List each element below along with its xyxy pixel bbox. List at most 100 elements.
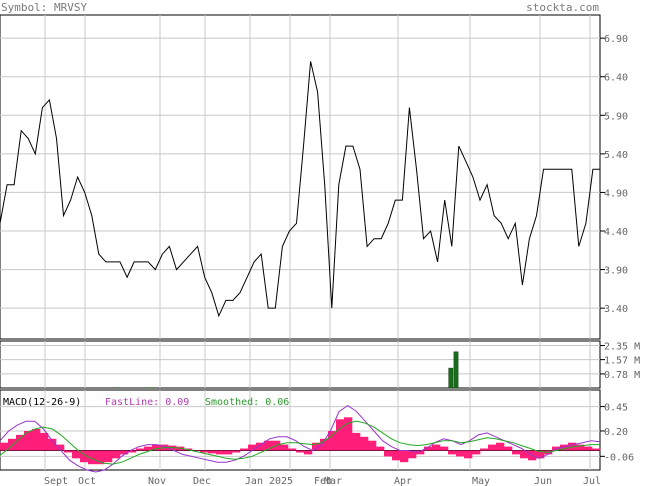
- price-panel: 6.90 6.40 5.90 5.40 4.90 4.40 3.90 3.40: [0, 14, 628, 340]
- macd-histogram-bar: [200, 450, 209, 453]
- macd-histogram-bar: [288, 448, 297, 451]
- macd-histogram-bar: [280, 444, 289, 451]
- x-axis-label: Sept: [44, 476, 68, 486]
- macd-histogram-bar: [128, 450, 137, 453]
- price-tick-label: 5.40: [604, 150, 628, 161]
- volume-tick-label: 1.57 M: [604, 356, 640, 367]
- macd-histogram-bar: [536, 450, 545, 459]
- macd-fast-label: FastLine: 0.09: [105, 397, 189, 408]
- macd-smoothed-label: Smoothed: 0.06: [205, 397, 289, 408]
- macd-histogram-bar: [112, 450, 121, 459]
- macd-histogram-bar: [440, 446, 449, 451]
- macd-histogram-bar: [0, 442, 9, 451]
- macd-histogram-bar: [40, 432, 49, 451]
- macd-histogram-bar: [560, 444, 569, 451]
- price-line: [0, 61, 600, 318]
- macd-histogram-bar: [320, 438, 329, 451]
- price-tick-label: 4.40: [604, 227, 628, 238]
- macd-histogram-bar: [456, 450, 465, 457]
- macd-histogram-bar: [88, 450, 97, 465]
- macd-histogram-bar: [576, 444, 585, 451]
- macd-histogram-bar: [520, 450, 529, 459]
- macd-histogram-bar: [464, 450, 473, 459]
- macd-smoothed-line: [0, 420, 600, 465]
- volume-grid: [0, 341, 600, 388]
- macd-histogram-bar: [512, 450, 521, 455]
- macd-histogram-bar: [80, 450, 89, 463]
- macd-histogram-bar: [240, 448, 249, 451]
- macd-histogram-bar: [144, 446, 153, 451]
- macd-histogram-bar: [328, 431, 337, 451]
- macd-histogram-bar: [496, 442, 505, 451]
- macd-histogram-bar: [408, 450, 417, 459]
- x-axis-label: Feb: [314, 476, 332, 486]
- volume-panel: 2.35 M 1.57 M 0.78 M: [0, 340, 640, 389]
- macd-histogram-bar: [592, 448, 601, 451]
- price-tick-label: 3.40: [604, 304, 628, 315]
- x-axis-label: Jun: [534, 476, 552, 486]
- macd-histogram-bar: [224, 450, 233, 455]
- price-tick-label: 3.90: [604, 266, 628, 277]
- volume-tick-label: 2.35 M: [604, 342, 640, 353]
- x-axis-label: Apr: [394, 476, 412, 486]
- macd-histogram-bar: [480, 448, 489, 451]
- price-tick-label: 6.40: [604, 73, 628, 84]
- macd-axis: 0.45 0.20 -0.06: [600, 403, 634, 463]
- macd-histogram-bar: [8, 438, 17, 451]
- macd-histogram-bar: [400, 450, 409, 463]
- macd-histogram-bar: [376, 446, 385, 451]
- macd-title: MACD(12-26-9): [3, 397, 81, 408]
- macd-histogram-bar: [504, 446, 513, 451]
- macd-histogram-bar: [432, 444, 441, 451]
- macd-histogram-bar: [32, 429, 41, 451]
- volume-bar: [448, 367, 454, 389]
- macd-histogram-bar: [472, 450, 481, 455]
- macd-histogram-bar: [232, 450, 241, 453]
- x-axis-label: Mar: [324, 476, 342, 486]
- macd-histogram-bar: [352, 432, 361, 451]
- volume-tick-label: 0.78 M: [604, 370, 640, 381]
- x-axis-label: Jan 2025: [245, 476, 293, 486]
- macd-histogram-bar: [336, 419, 345, 451]
- x-axis-label: Oct: [78, 476, 96, 486]
- price-tick-label: 4.90: [604, 188, 628, 199]
- volume-axis: 2.35 M 1.57 M 0.78 M: [600, 342, 640, 381]
- x-axis-label: Jul: [583, 476, 601, 486]
- macd-histogram-bar: [64, 450, 73, 453]
- macd-histogram-bar: [256, 442, 265, 451]
- macd-histogram-bar: [72, 450, 81, 459]
- price-grid: [0, 15, 600, 339]
- macd-histogram-bar: [248, 444, 257, 451]
- macd-tick-label: 0.45: [604, 403, 628, 414]
- symbol-label: Symbol: MRVSY: [1, 1, 87, 14]
- x-axis-label: May: [472, 476, 490, 486]
- macd-panel: 0.45 0.20 -0.06 MACD(12-26-9) FastLine: 0.…: [0, 389, 634, 473]
- macd-histogram-bar: [392, 450, 401, 461]
- macd-histogram-bar: [48, 438, 57, 451]
- macd-histogram-bar: [120, 450, 129, 455]
- macd-histogram-bar: [296, 450, 305, 453]
- macd-histogram: [0, 417, 601, 465]
- macd-histogram-bar: [488, 444, 497, 451]
- macd-histogram-bar: [104, 450, 113, 463]
- price-axis: 6.90 6.40 5.90 5.40 4.90 4.40 3.90 3.40: [600, 34, 628, 315]
- macd-histogram-bar: [24, 431, 33, 451]
- macd-histogram-bar: [344, 417, 353, 451]
- site-label: stockta.com: [526, 1, 599, 14]
- macd-histogram-bar: [96, 450, 105, 465]
- macd-histogram-bar: [216, 450, 225, 455]
- macd-histogram-bar: [312, 442, 321, 451]
- macd-histogram-bar: [192, 450, 201, 451]
- macd-histogram-bar: [424, 446, 433, 451]
- macd-histogram-bar: [416, 450, 425, 455]
- macd-histogram-bar: [152, 444, 161, 451]
- macd-tick-label: -0.06: [604, 452, 634, 463]
- volume-bars: [114, 351, 459, 389]
- price-tick-label: 6.90: [604, 34, 628, 45]
- macd-histogram-bar: [368, 440, 377, 451]
- macd-histogram-bar: [584, 446, 593, 451]
- macd-histogram-bar: [384, 450, 393, 457]
- macd-histogram-bar: [304, 450, 313, 455]
